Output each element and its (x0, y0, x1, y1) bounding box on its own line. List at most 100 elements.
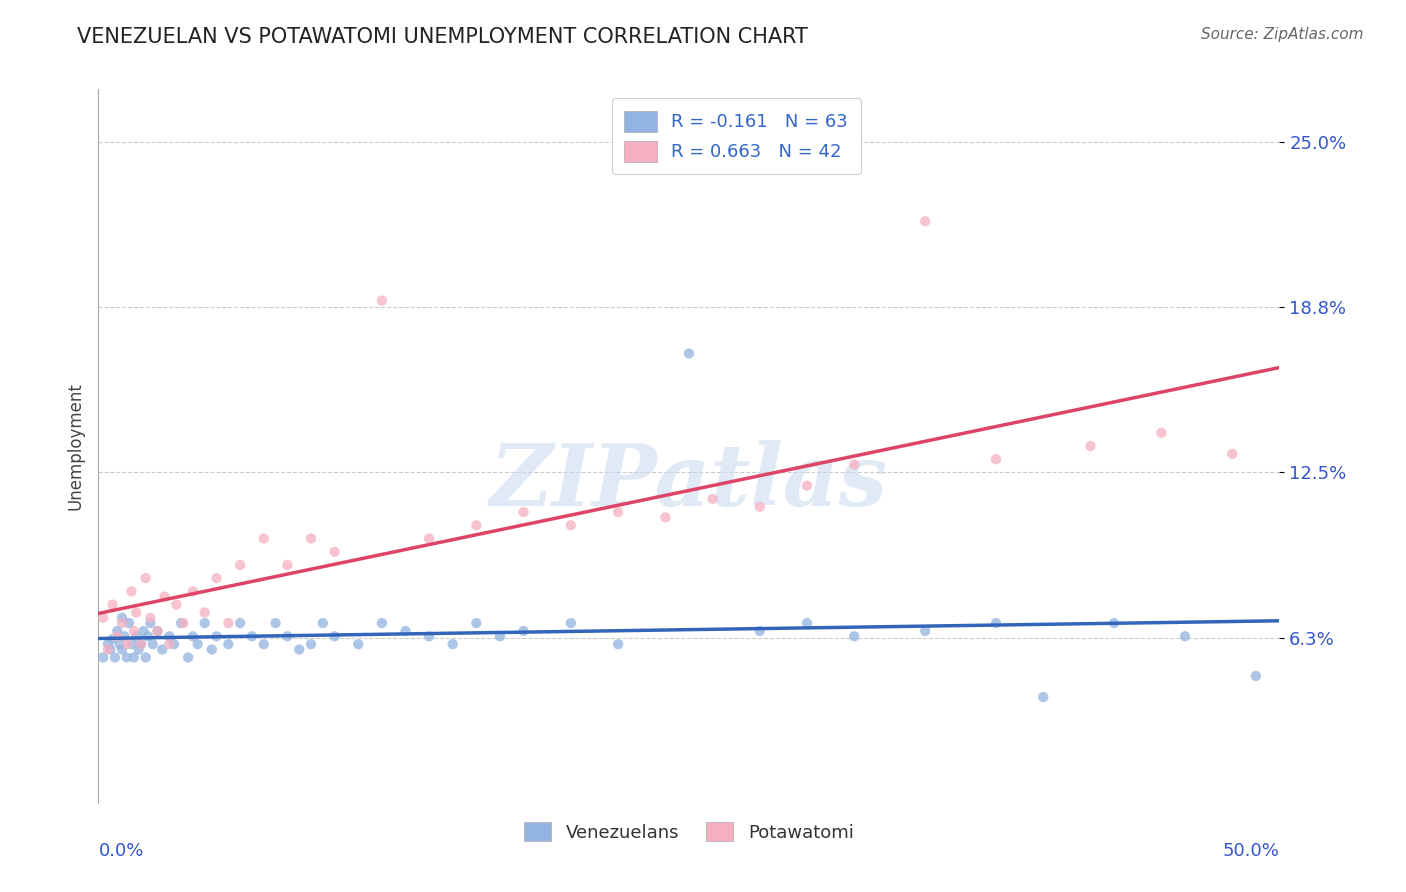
Point (146, 624, 169, 638)
Point (560, 616, 582, 631)
Point (1244, 669, 1267, 683)
Point (984, 616, 1007, 631)
Point (560, 518, 582, 533)
Point (157, 637, 180, 651)
Point (97, 637, 120, 651)
Point (253, 532, 276, 546)
Point (844, 629, 866, 643)
Point (276, 558, 298, 572)
Point (125, 629, 148, 643)
Point (146, 624, 169, 638)
Point (129, 637, 152, 651)
Point (371, 616, 394, 631)
Point (122, 624, 145, 638)
Point (229, 616, 252, 631)
Point (150, 642, 173, 657)
Legend: Venezuelans, Potawatomi: Venezuelans, Potawatomi (515, 814, 863, 851)
Point (121, 637, 143, 651)
Point (132, 624, 155, 638)
Point (129, 637, 152, 651)
Point (135, 571, 157, 585)
Point (299, 637, 322, 651)
Point (914, 624, 936, 638)
Point (194, 606, 217, 620)
Point (111, 642, 134, 657)
Point (394, 624, 416, 638)
Point (205, 629, 228, 643)
Point (128, 642, 150, 657)
Text: VENEZUELAN VS POTAWATOMI UNEMPLOYMENT CORRELATION CHART: VENEZUELAN VS POTAWATOMI UNEMPLOYMENT CO… (77, 27, 808, 46)
Point (187, 637, 209, 651)
Point (748, 500, 770, 514)
Point (418, 532, 440, 546)
Point (217, 616, 239, 631)
Point (678, 346, 700, 360)
Point (796, 616, 818, 631)
Point (112, 629, 135, 643)
Point (512, 505, 534, 519)
Point (115, 637, 138, 651)
Point (177, 650, 200, 665)
Point (607, 505, 630, 519)
Point (97, 642, 120, 657)
Point (489, 629, 512, 643)
Point (170, 616, 193, 631)
Point (276, 629, 298, 643)
Point (323, 545, 346, 559)
Point (125, 606, 148, 620)
Point (163, 637, 186, 651)
Point (299, 532, 322, 546)
Point (139, 616, 162, 631)
Point (1150, 425, 1173, 440)
Point (101, 598, 124, 612)
Point (288, 642, 311, 657)
Point (122, 650, 145, 665)
Point (323, 629, 346, 643)
Point (844, 458, 866, 472)
Point (194, 616, 217, 631)
Point (104, 650, 127, 665)
Point (1220, 447, 1243, 461)
Point (105, 629, 128, 643)
Text: 0.0%: 0.0% (98, 842, 143, 860)
Point (139, 611, 162, 625)
Point (115, 650, 138, 665)
Point (165, 598, 187, 612)
Point (181, 584, 204, 599)
Point (512, 624, 534, 638)
Point (1102, 616, 1125, 631)
Point (105, 624, 128, 638)
Point (101, 632, 124, 646)
Point (135, 650, 157, 665)
Point (312, 616, 335, 631)
Point (654, 510, 676, 524)
Point (217, 637, 239, 651)
Text: 50.0%: 50.0% (1223, 842, 1279, 860)
Text: Source: ZipAtlas.com: Source: ZipAtlas.com (1201, 27, 1364, 42)
Point (153, 590, 176, 604)
Point (796, 478, 818, 492)
Point (465, 518, 488, 533)
Point (172, 616, 194, 631)
Point (607, 637, 630, 651)
Point (91, 611, 114, 625)
Point (441, 637, 464, 651)
Point (111, 611, 134, 625)
Point (98, 642, 121, 657)
Point (205, 571, 228, 585)
Point (136, 629, 159, 643)
Point (371, 293, 394, 308)
Point (984, 452, 1007, 467)
Point (418, 629, 440, 643)
Point (111, 616, 134, 631)
Y-axis label: Unemployment: Unemployment (66, 382, 84, 510)
Point (264, 616, 287, 631)
Point (121, 584, 143, 599)
Point (142, 637, 165, 651)
Text: ZIPatlas: ZIPatlas (489, 440, 889, 524)
Point (240, 629, 263, 643)
Point (229, 558, 252, 572)
Point (1174, 629, 1197, 643)
Point (914, 214, 936, 228)
Point (347, 637, 370, 651)
